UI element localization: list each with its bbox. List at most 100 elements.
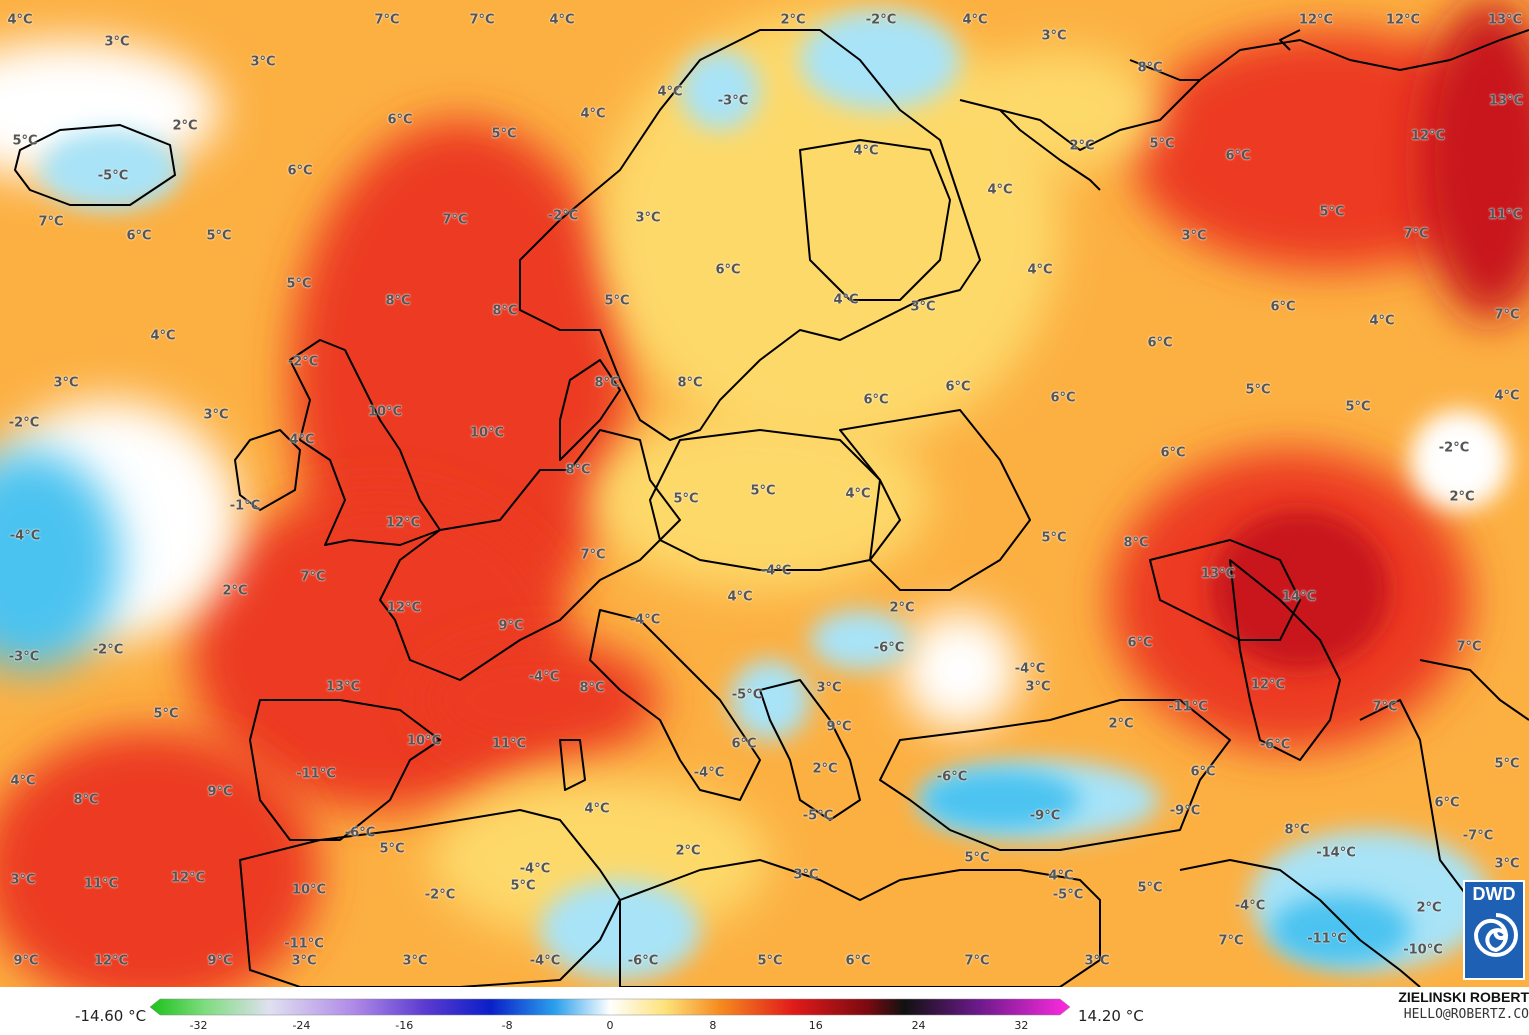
temperature-label: 7°C: [38, 214, 64, 230]
temperature-label: 3°C: [53, 375, 79, 391]
temperature-label: 14°C: [1281, 589, 1317, 605]
temperature-label: 6°C: [1225, 148, 1251, 164]
temperature-label: -10°C: [1403, 942, 1443, 958]
temperature-label: -7°C: [1462, 828, 1494, 844]
temperature-label: 6°C: [126, 228, 152, 244]
temperature-label: 7°C: [1218, 933, 1244, 949]
coastline-path: [879, 699, 1231, 851]
temperature-label: 10°C: [367, 404, 403, 420]
temperature-label: 5°C: [1494, 756, 1520, 772]
temperature-label: 9°C: [207, 953, 233, 969]
temperature-label: -2°C: [8, 415, 40, 431]
coastline-path: [1229, 559, 1341, 761]
temperature-label: 8°C: [1284, 822, 1310, 838]
coastline-path: [249, 699, 441, 841]
temperature-label: 7°C: [1403, 226, 1429, 242]
temperature-label: 6°C: [387, 112, 413, 128]
temperature-label: 7°C: [469, 12, 495, 28]
coastline-path: [649, 429, 901, 571]
temperature-label: 7°C: [300, 569, 326, 585]
temperature-label: 4°C: [657, 84, 683, 100]
temperature-label: 8°C: [73, 792, 99, 808]
temperature-label: 6°C: [1434, 795, 1460, 811]
author-email[interactable]: HELLO@ROBERTZ.CO: [1403, 1007, 1529, 1022]
temperature-label: 5°C: [510, 878, 536, 894]
dwd-logo: DWD: [1463, 880, 1525, 980]
temperature-label: 3°C: [635, 210, 661, 226]
max-temperature-label: 14.20 °C: [1078, 1007, 1144, 1025]
temperature-label: -5°C: [731, 687, 763, 703]
coastline-path: [589, 609, 761, 801]
coastline-path: [619, 859, 1101, 987]
temperature-label: 3°C: [910, 299, 936, 315]
temperature-label: 13°C: [1488, 93, 1524, 109]
temperature-label: 3°C: [402, 953, 428, 969]
temperature-label: -2°C: [92, 642, 124, 658]
temperature-field: [0, 0, 1529, 987]
temperature-label: 6°C: [1190, 764, 1216, 780]
temperature-label: 3°C: [1084, 953, 1110, 969]
temperature-label: 4°C: [580, 106, 606, 122]
temperature-label: 6°C: [1270, 299, 1296, 315]
coastline-path: [799, 139, 951, 301]
temperature-label: 2°C: [1449, 489, 1475, 505]
temperature-label: 4°C: [10, 773, 36, 789]
temperature-label: -5°C: [1052, 887, 1084, 903]
temperature-label: 7°C: [374, 12, 400, 28]
temperature-label: 12°C: [1410, 128, 1446, 144]
coastline-path: [1279, 29, 1301, 51]
temperature-label: -6°C: [344, 825, 376, 841]
temperature-label: 6°C: [1147, 335, 1173, 351]
coastline-path: [839, 409, 1031, 591]
temperature-label: 3°C: [1041, 28, 1067, 44]
temperature-label: -11°C: [1307, 931, 1347, 947]
temperature-label: -4°C: [1234, 898, 1266, 914]
scale-tick-label: 8: [709, 1019, 717, 1032]
temperature-label: 3°C: [203, 407, 229, 423]
temperature-label: 5°C: [604, 293, 630, 309]
temperature-label: 3°C: [291, 953, 317, 969]
temperature-label: 6°C: [845, 953, 871, 969]
coastline-path: [234, 429, 301, 511]
temperature-label: -5°C: [802, 808, 834, 824]
temperature-label: 4°C: [1494, 388, 1520, 404]
scale-tick-label: 24: [911, 1019, 926, 1032]
temperature-label: 5°C: [1245, 382, 1271, 398]
temperature-label: -11°C: [296, 766, 336, 782]
temperature-zone: [810, 610, 910, 670]
color-scale: [150, 998, 1070, 1016]
temperature-zone: [430, 780, 770, 940]
temperature-label: 11°C: [83, 876, 119, 892]
temperature-label: 2°C: [222, 583, 248, 599]
temperature-label: 4°C: [962, 12, 988, 28]
temperature-label: 6°C: [1050, 390, 1076, 406]
coastline-path: [1419, 659, 1529, 721]
temperature-label: -1°C: [229, 498, 261, 514]
temperature-label: 11°C: [1487, 207, 1523, 223]
temperature-label: 8°C: [579, 680, 605, 696]
temperature-label: 9°C: [207, 784, 233, 800]
temperature-map[interactable]: 4°C 3°C 3°C 7°C 7°C 4°C 2°C -2°C 4°C 3°C 12°C 12°C 1…: [0, 0, 1529, 987]
temperature-label: -11°C: [1168, 699, 1208, 715]
legend-bar: -14.60 °C -32 -24 -16 -8 0 8 16 24 3: [0, 987, 1529, 1035]
temperature-label: -2°C: [424, 887, 456, 903]
swirl-icon: [1473, 913, 1518, 957]
coastline-path: [1359, 699, 1471, 901]
temperature-label: -5°C: [97, 168, 129, 184]
temperature-label: -6°C: [1259, 737, 1291, 753]
temperature-zone: [680, 50, 760, 130]
temperature-label: 8°C: [565, 462, 591, 478]
temperature-label: 12°C: [93, 953, 129, 969]
temperature-label: 3°C: [1181, 228, 1207, 244]
temperature-label: 5°C: [1041, 530, 1067, 546]
temperature-label: 5°C: [964, 850, 990, 866]
temperature-label: 4°C: [727, 589, 753, 605]
temperature-label: -4°C: [693, 765, 725, 781]
temperature-zone: [960, 50, 1160, 170]
coastline-path: [999, 109, 1101, 191]
temperature-label: 4°C: [1369, 313, 1395, 329]
temperature-label: 6°C: [715, 262, 741, 278]
coastline-path: [379, 429, 681, 681]
scale-tick-label: -32: [189, 1019, 208, 1032]
temperature-label: 7°C: [1372, 699, 1398, 715]
